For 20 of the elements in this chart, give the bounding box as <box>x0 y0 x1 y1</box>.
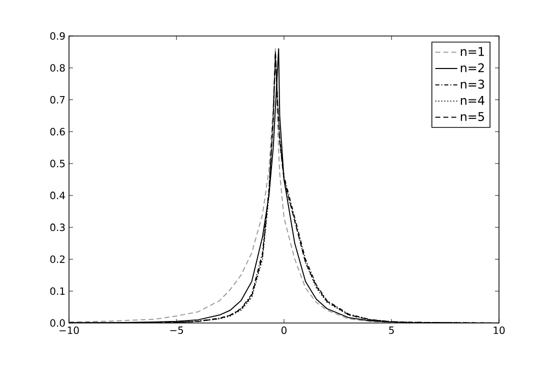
y-tick-label: 0.6 <box>50 128 65 136</box>
y-tick-label: 0.4 <box>50 192 65 200</box>
x-tick-label: −10 <box>60 326 79 334</box>
legend-label: n=2 <box>460 63 484 72</box>
y-tick-label: 0.5 <box>50 160 65 168</box>
legend-label: n=4 <box>460 96 484 105</box>
y-tick-label: 0.9 <box>50 32 65 40</box>
x-tick-label: 10 <box>494 326 505 334</box>
x-tick-label: 0 <box>281 326 287 334</box>
y-tick-label: 0.7 <box>50 96 65 104</box>
y-tick-label: 0.1 <box>50 287 65 295</box>
y-tick-label: 0.2 <box>50 255 64 263</box>
y-tick-label: 0.0 <box>50 319 65 327</box>
y-tick-label: 0.8 <box>50 64 65 72</box>
legend-label: n=1 <box>460 47 484 56</box>
x-tick-label: −5 <box>170 326 183 334</box>
legend-label: n=3 <box>460 80 484 89</box>
legend-label: n=5 <box>460 112 484 122</box>
y-tick-label: 0.3 <box>50 224 65 232</box>
x-tick-label: 5 <box>389 326 394 334</box>
